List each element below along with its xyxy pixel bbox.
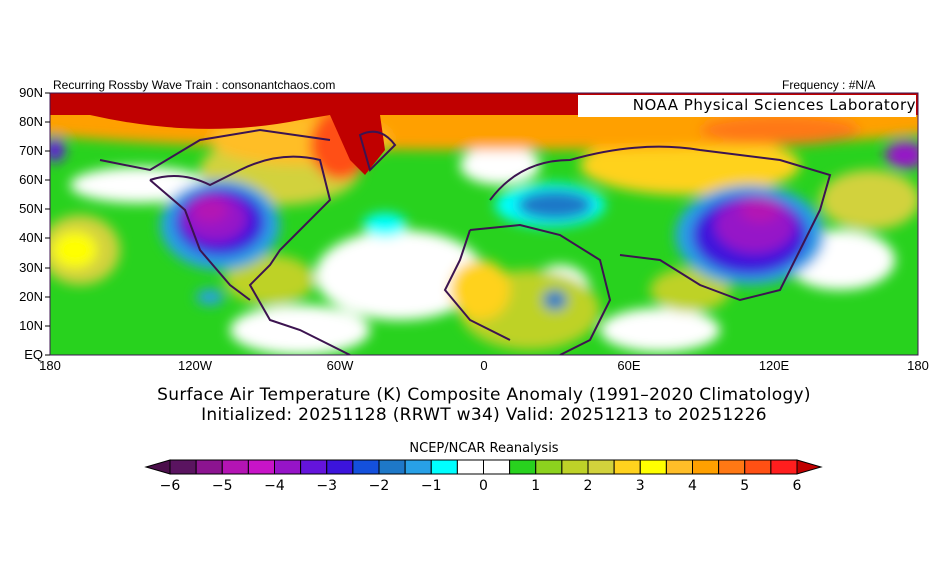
map-subtitle: Initialized: 20251128 (RRWT w34) Valid: … bbox=[201, 405, 767, 425]
lat-label: 40N bbox=[19, 230, 43, 245]
colorbar-box bbox=[352, 459, 380, 475]
colorbar-tick-label: 2 bbox=[583, 478, 593, 494]
colorbar-box bbox=[587, 459, 615, 475]
map-title: Surface Air Temperature (K) Composite An… bbox=[157, 385, 811, 405]
colorbar-box bbox=[404, 459, 432, 475]
colorbar-box bbox=[221, 459, 249, 475]
colorbar-box bbox=[692, 459, 720, 475]
colorbar-box bbox=[718, 459, 746, 475]
colorbar-tick-label: 0 bbox=[479, 478, 488, 494]
lat-label: 20N bbox=[19, 289, 43, 304]
colorbar-box bbox=[744, 459, 772, 475]
colorbar-low-arrow bbox=[144, 459, 171, 475]
colorbar-box bbox=[770, 459, 798, 475]
coastlines bbox=[99, 128, 832, 355]
colorbar-box bbox=[665, 459, 693, 475]
colorbar-box bbox=[247, 459, 275, 475]
lat-label: 60N bbox=[19, 172, 43, 187]
colorbar-box bbox=[639, 459, 667, 475]
source-label: Recurring Rossby Wave Train : consonantc… bbox=[53, 78, 336, 92]
anomaly-field bbox=[50, 93, 918, 355]
frequency-label: Frequency : #N/A bbox=[782, 78, 876, 92]
colorbar-box bbox=[509, 459, 537, 475]
colorbar-tick-label: −5 bbox=[211, 478, 233, 494]
colorbar-box bbox=[326, 459, 354, 475]
lat-label: 50N bbox=[19, 201, 43, 216]
lon-label: 60W bbox=[326, 358, 354, 373]
credit-box: NOAA Physical Sciences Laboratory bbox=[578, 95, 916, 117]
colorbar-box bbox=[195, 459, 223, 475]
lon-label: 120E bbox=[758, 358, 790, 373]
colorbar-tick-label: −3 bbox=[316, 478, 338, 494]
colorbar-tick-label: −4 bbox=[264, 478, 285, 494]
colorbar-box bbox=[535, 459, 563, 475]
colorbar-tick-label: 4 bbox=[688, 478, 697, 494]
lat-label: 10N bbox=[19, 318, 43, 333]
colorbar-box bbox=[169, 459, 197, 475]
lon-label: 180 bbox=[907, 358, 929, 373]
lat-label: 90N bbox=[19, 85, 43, 100]
colorbar-box bbox=[561, 459, 589, 475]
lon-label: 0 bbox=[480, 358, 488, 373]
colorbar-box bbox=[300, 459, 328, 475]
colorbar-box bbox=[456, 459, 484, 475]
colorbar-box bbox=[483, 459, 511, 475]
lat-label: EQ bbox=[24, 347, 43, 362]
colorbar-title: NCEP/NCAR Reanalysis bbox=[409, 441, 559, 456]
lon-label: 180 bbox=[39, 358, 61, 373]
colorbar-tick-label: −1 bbox=[420, 478, 442, 494]
colorbar-box bbox=[378, 459, 406, 475]
lon-label: 60E bbox=[617, 358, 641, 373]
colorbar-high-arrow bbox=[796, 459, 823, 475]
lat-label: 30N bbox=[19, 260, 43, 275]
colorbar-tick-label: 6 bbox=[792, 478, 802, 494]
axis-ticks bbox=[45, 92, 50, 356]
colorbar-box bbox=[613, 459, 641, 475]
lat-label: 80N bbox=[19, 114, 43, 129]
colorbar-box bbox=[430, 459, 458, 475]
colorbar-tick-label: 5 bbox=[740, 478, 750, 494]
colorbar-box bbox=[274, 459, 302, 475]
colorbar-tick-label: −2 bbox=[368, 478, 390, 494]
lat-label: 70N bbox=[19, 143, 43, 158]
lon-label: 120W bbox=[178, 358, 212, 373]
colorbar-tick-label: 3 bbox=[635, 478, 645, 494]
colorbar-tick-label: 1 bbox=[531, 478, 541, 494]
colorbar-tick-label: −6 bbox=[159, 478, 181, 494]
